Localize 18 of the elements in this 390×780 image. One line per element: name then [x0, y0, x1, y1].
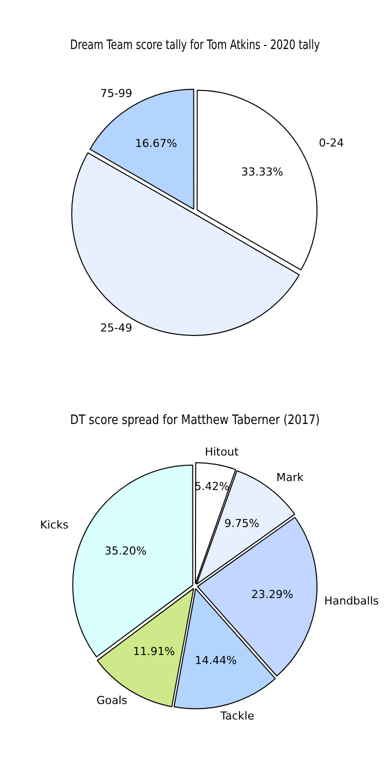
data-label: 23.29%: [251, 588, 294, 601]
slice-label: Tackle: [219, 710, 254, 723]
data-label: 14.44%: [194, 654, 237, 667]
slice-label: Kicks: [40, 518, 69, 532]
slice-label: Handballs: [324, 594, 380, 608]
chart-title: DT score spread for Matthew Taberner (2017): [70, 412, 320, 428]
data-label: 35.20%: [104, 544, 147, 558]
slice-label: 75-99: [100, 86, 132, 100]
slice-label: 0-24: [318, 136, 344, 150]
data-label: 11.91%: [133, 645, 175, 658]
slice-label: 25-49: [100, 322, 132, 335]
chart-title: Dream Team score tally for Tom Atkins - 2020 tally: [70, 36, 320, 53]
data-label: 33.33%: [241, 165, 284, 178]
data-label: 16.67%: [135, 136, 178, 150]
slice-label: Mark: [276, 471, 304, 484]
data-label: 9.75%: [224, 517, 260, 530]
slice-label: Hitout: [204, 446, 240, 459]
slice-label: Goals: [96, 694, 128, 708]
